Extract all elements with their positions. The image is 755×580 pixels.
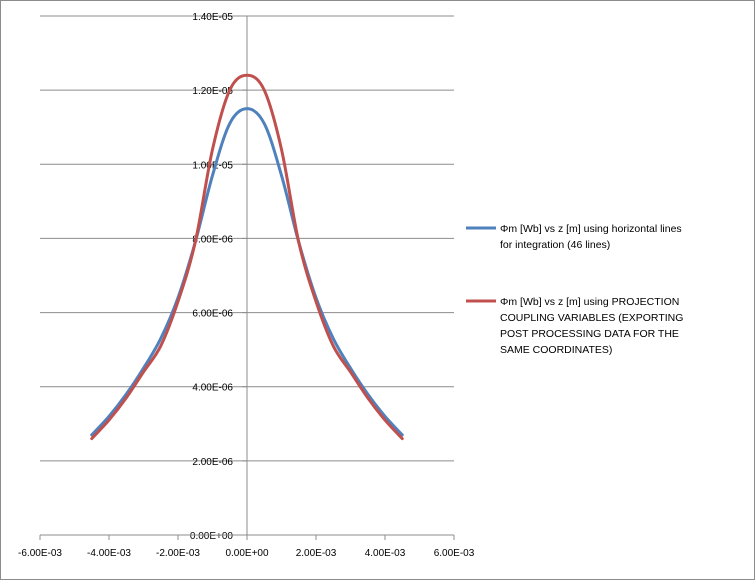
- x-tick-label: 0.00E+00: [225, 548, 269, 559]
- y-tick-label: 0.00E+00: [190, 531, 234, 542]
- y-tick-label: 2.00E-06: [192, 457, 233, 468]
- y-tick-label: 4.00E-06: [192, 383, 233, 394]
- y-tick-label: 1.40E-05: [192, 12, 233, 23]
- y-tick-label: 1.00E-05: [192, 160, 233, 171]
- legend-label: Φm [Wb] vs z [m] using horizontal lines: [500, 223, 682, 235]
- legend-entry-1: Φm [Wb] vs z [m] using horizontal lines f…: [466, 223, 682, 251]
- x-tick-label: 6.00E-03: [434, 548, 475, 559]
- x-tick-label: -6.00E-03: [18, 548, 62, 559]
- legend-entry-2: Φm [Wb] vs z [m] using PROJECTION COUPLIN…: [466, 296, 683, 356]
- x-tick-label: 2.00E-03: [296, 548, 337, 559]
- x-tick-label: -4.00E-03: [87, 548, 131, 559]
- legend: Φm [Wb] vs z [m] using horizontal lines f…: [466, 223, 683, 356]
- legend-label: for integration (46 lines): [500, 239, 610, 251]
- y-tick-label: 8.00E-06: [192, 234, 233, 245]
- series-line-2: [90, 73, 404, 441]
- series-lines: [90, 73, 404, 441]
- legend-label: POST PROCESSING DATA FOR THE: [500, 328, 679, 340]
- series-line-1: [90, 107, 404, 437]
- axes: 0.00E+00 2.00E-06 4.00E-06 6.00E-06 8.00E-06…: [18, 12, 475, 559]
- y-tick-label: 6.00E-06: [192, 309, 233, 320]
- x-tick-label: 4.00E-03: [365, 548, 406, 559]
- x-tick-label: -2.00E-03: [156, 548, 200, 559]
- legend-label: COUPLING VARIABLES (EXPORTING: [500, 312, 683, 324]
- legend-label: SAME COORDINATES): [500, 344, 612, 356]
- y-tick-label: 1.20E-05: [192, 86, 233, 97]
- legend-label: Φm [Wb] vs z [m] using PROJECTION: [500, 296, 679, 308]
